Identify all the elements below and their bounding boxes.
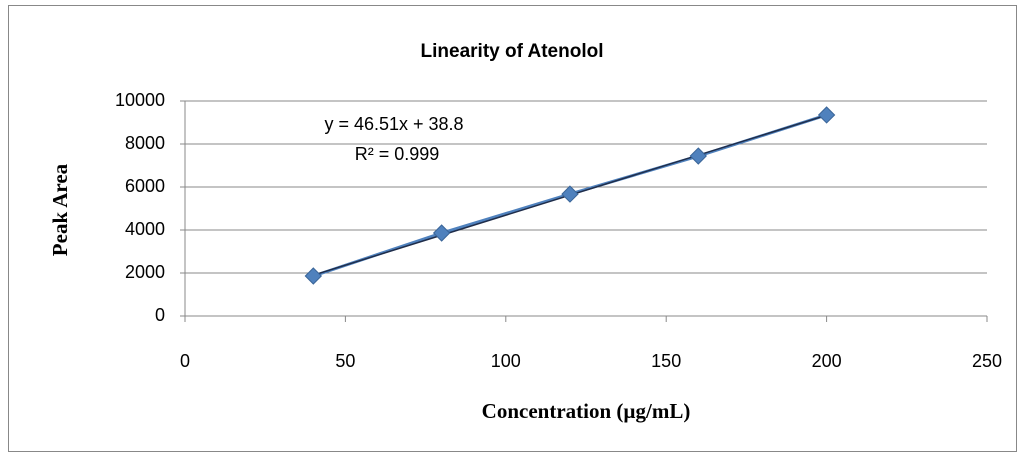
- y-tick-label: 4000: [125, 219, 165, 239]
- y-axis-label: Peak Area: [48, 163, 72, 256]
- data-point: [304, 267, 323, 285]
- y-tick-label: 6000: [125, 176, 165, 196]
- x-tick-label: 250: [972, 351, 1002, 371]
- x-tick-label: 100: [491, 351, 521, 371]
- y-tick-label: 2000: [125, 262, 165, 282]
- chart-frame: [8, 5, 1017, 452]
- y-tick-label: 10000: [115, 90, 165, 110]
- y-tick-label: 8000: [125, 133, 165, 153]
- data-point: [432, 224, 451, 242]
- chart-title: Linearity of Atenolol: [421, 41, 604, 62]
- x-tick-label: 200: [812, 351, 842, 371]
- data-point: [561, 185, 579, 203]
- x-tick-label: 150: [651, 351, 681, 371]
- data-point: [817, 106, 836, 124]
- x-axis-label: Concentration (µg/mL): [482, 399, 691, 423]
- x-tick-label: 0: [180, 351, 190, 371]
- data-point: [689, 147, 707, 165]
- y-tick-label: 0: [155, 305, 165, 325]
- trendline-equation: y = 46.51x + 38.8: [324, 114, 463, 134]
- trendline-r2: R² = 0.999: [355, 144, 440, 164]
- x-tick-label: 50: [335, 351, 355, 371]
